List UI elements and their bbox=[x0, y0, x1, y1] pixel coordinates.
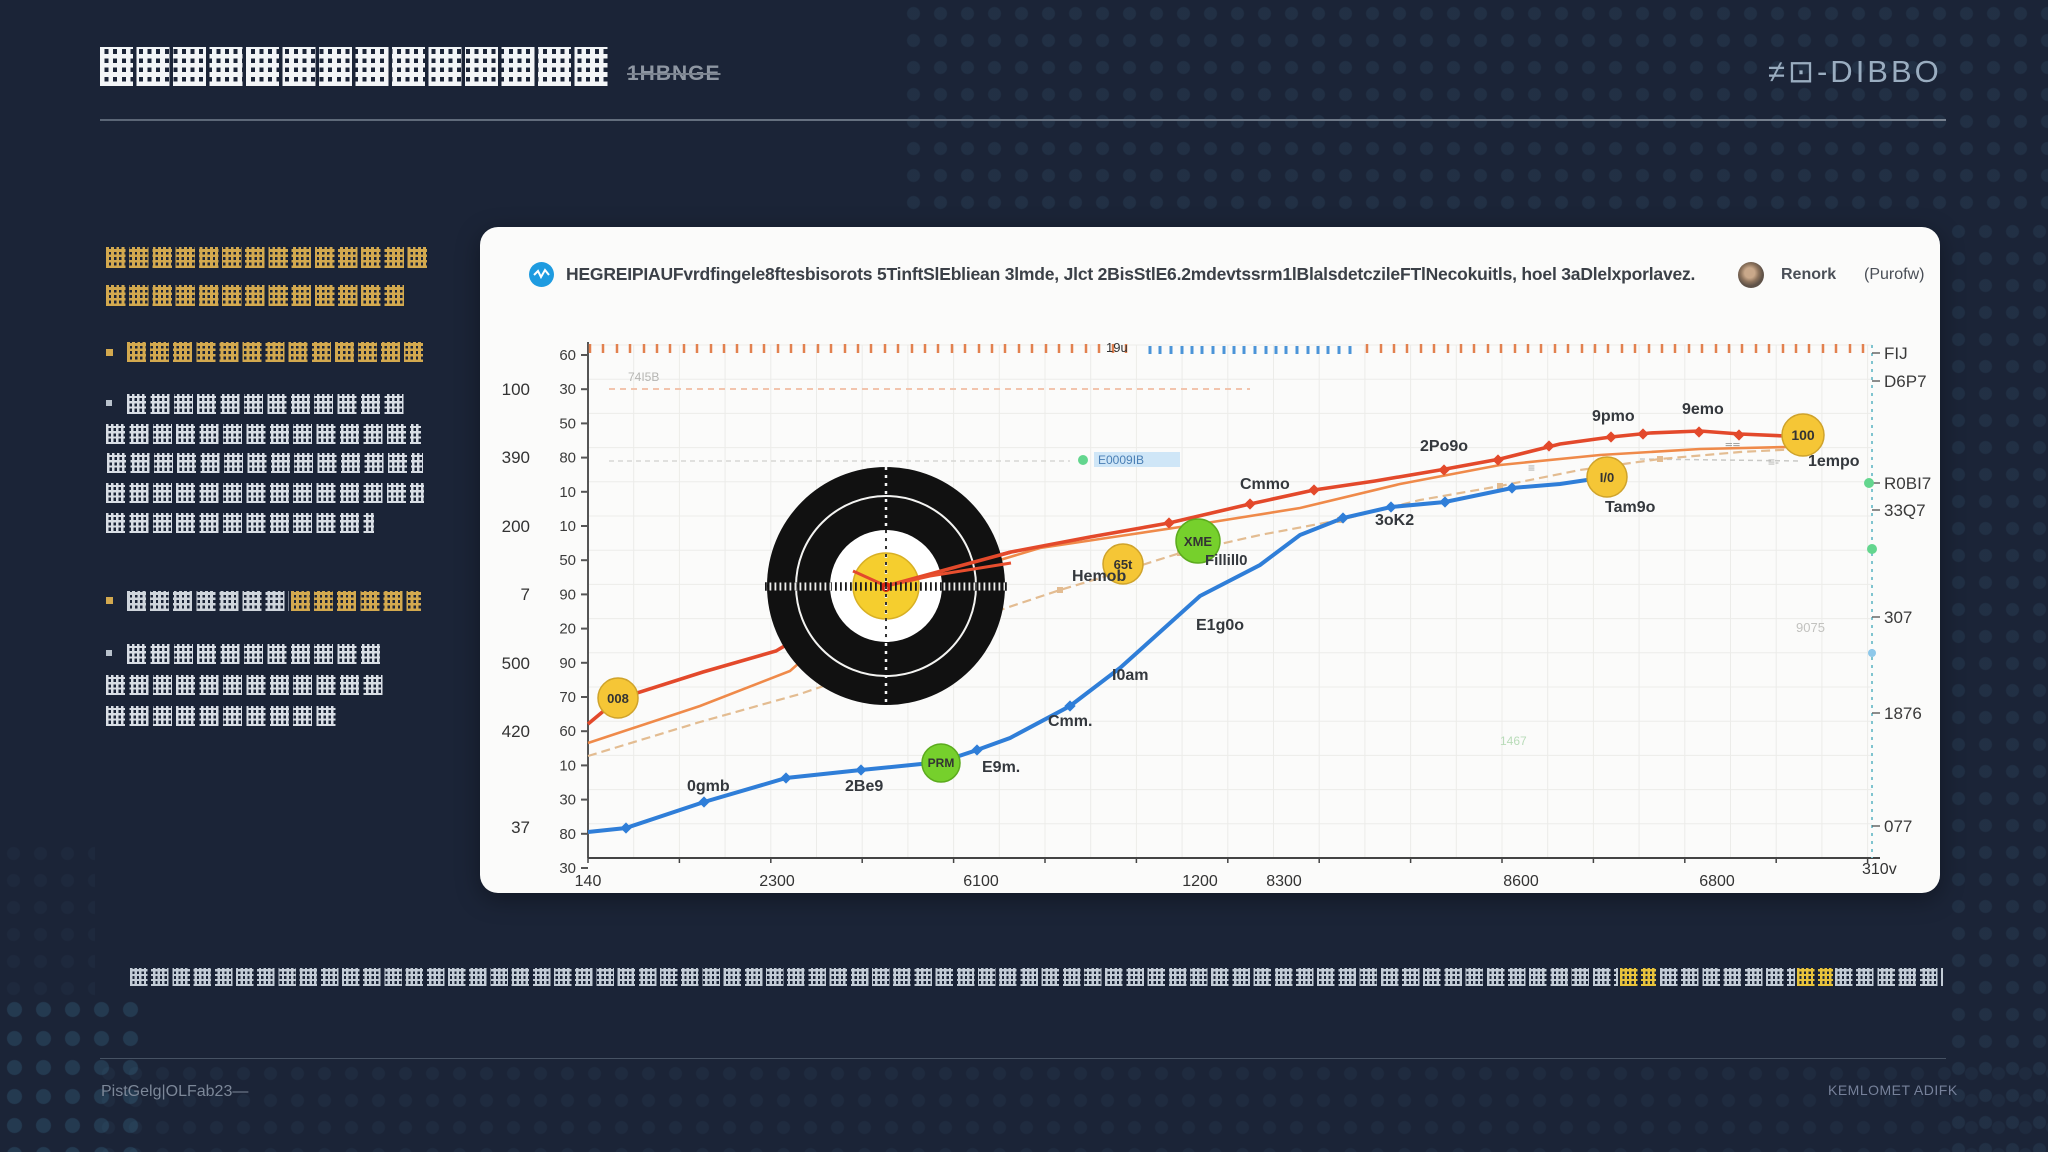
svg-text:310v: 310v bbox=[1862, 861, 1897, 878]
svg-text:Fillill0: Fillill0 bbox=[1205, 552, 1248, 569]
svg-text:1467: 1467 bbox=[1500, 734, 1527, 748]
svg-text:140: 140 bbox=[575, 873, 602, 890]
svg-text:≡-: ≡- bbox=[1768, 455, 1779, 469]
svg-text:10: 10 bbox=[559, 518, 576, 535]
svg-text:9emo: 9emo bbox=[1682, 401, 1724, 418]
svg-text:30: 30 bbox=[559, 792, 576, 809]
svg-text:Cmmo: Cmmo bbox=[1240, 476, 1290, 493]
svg-text:1876: 1876 bbox=[1884, 704, 1922, 723]
svg-text:19u: 19u bbox=[1106, 340, 1128, 355]
svg-text:1empo: 1empo bbox=[1808, 453, 1860, 470]
svg-text:65t: 65t bbox=[1114, 557, 1133, 572]
svg-text:I/0: I/0 bbox=[1600, 470, 1614, 485]
svg-text:≡≡: ≡≡ bbox=[1725, 438, 1740, 453]
svg-text:2Be9: 2Be9 bbox=[845, 778, 883, 795]
svg-text:FIJ: FIJ bbox=[1884, 344, 1908, 363]
svg-text:50: 50 bbox=[559, 415, 576, 432]
svg-text:10: 10 bbox=[559, 757, 576, 774]
svg-text:30: 30 bbox=[559, 381, 576, 398]
svg-text:077: 077 bbox=[1884, 817, 1912, 836]
svg-text:20: 20 bbox=[559, 621, 576, 638]
svg-text:E1g0o: E1g0o bbox=[1196, 617, 1244, 634]
svg-text:E0009IB: E0009IB bbox=[1098, 453, 1144, 467]
svg-text:8600: 8600 bbox=[1503, 873, 1539, 890]
svg-text:90: 90 bbox=[559, 655, 576, 672]
svg-text:E9m.: E9m. bbox=[982, 759, 1020, 776]
svg-text:Tam9o: Tam9o bbox=[1605, 499, 1656, 516]
svg-text:90: 90 bbox=[559, 586, 576, 603]
svg-text:100: 100 bbox=[1791, 427, 1815, 443]
svg-text:2300: 2300 bbox=[759, 873, 795, 890]
svg-text:420: 420 bbox=[502, 722, 530, 741]
svg-text:≡: ≡ bbox=[1528, 461, 1535, 475]
svg-text:60: 60 bbox=[559, 347, 576, 364]
svg-text:6800: 6800 bbox=[1699, 873, 1735, 890]
svg-text:XME: XME bbox=[1184, 534, 1213, 549]
svg-text:9075: 9075 bbox=[1796, 620, 1825, 635]
svg-text:200: 200 bbox=[502, 517, 530, 536]
svg-text:10: 10 bbox=[559, 484, 576, 501]
svg-text:8300: 8300 bbox=[1266, 873, 1302, 890]
svg-text:9pmo: 9pmo bbox=[1592, 408, 1635, 425]
svg-text:3oK2: 3oK2 bbox=[1375, 512, 1414, 529]
svg-text:R0BI7: R0BI7 bbox=[1884, 474, 1931, 493]
svg-text:2Po9o: 2Po9o bbox=[1420, 438, 1468, 455]
svg-text:307: 307 bbox=[1884, 608, 1912, 627]
svg-text:74I5B: 74I5B bbox=[628, 370, 659, 384]
svg-text:60: 60 bbox=[559, 723, 576, 740]
svg-text:50: 50 bbox=[559, 552, 576, 569]
svg-text:37: 37 bbox=[511, 818, 530, 837]
svg-text:6100: 6100 bbox=[963, 873, 999, 890]
svg-text:I0am: I0am bbox=[1112, 667, 1148, 684]
svg-text:80: 80 bbox=[559, 826, 576, 843]
svg-text:0gmb: 0gmb bbox=[687, 778, 730, 795]
svg-text:Hemob: Hemob bbox=[1072, 568, 1126, 585]
svg-text:1200: 1200 bbox=[1182, 873, 1218, 890]
svg-text:Cmm.: Cmm. bbox=[1048, 713, 1092, 730]
svg-text:390: 390 bbox=[502, 448, 530, 467]
svg-text:500: 500 bbox=[502, 654, 530, 673]
svg-text:7: 7 bbox=[521, 585, 530, 604]
svg-text:30: 30 bbox=[559, 860, 576, 877]
svg-text:008: 008 bbox=[607, 691, 629, 706]
svg-text:33Q7: 33Q7 bbox=[1884, 501, 1926, 520]
svg-text:80: 80 bbox=[559, 450, 576, 467]
svg-text:100: 100 bbox=[502, 380, 530, 399]
svg-text:PRM: PRM bbox=[928, 756, 955, 770]
svg-text:70: 70 bbox=[559, 689, 576, 706]
svg-text:D6P7: D6P7 bbox=[1884, 372, 1927, 391]
